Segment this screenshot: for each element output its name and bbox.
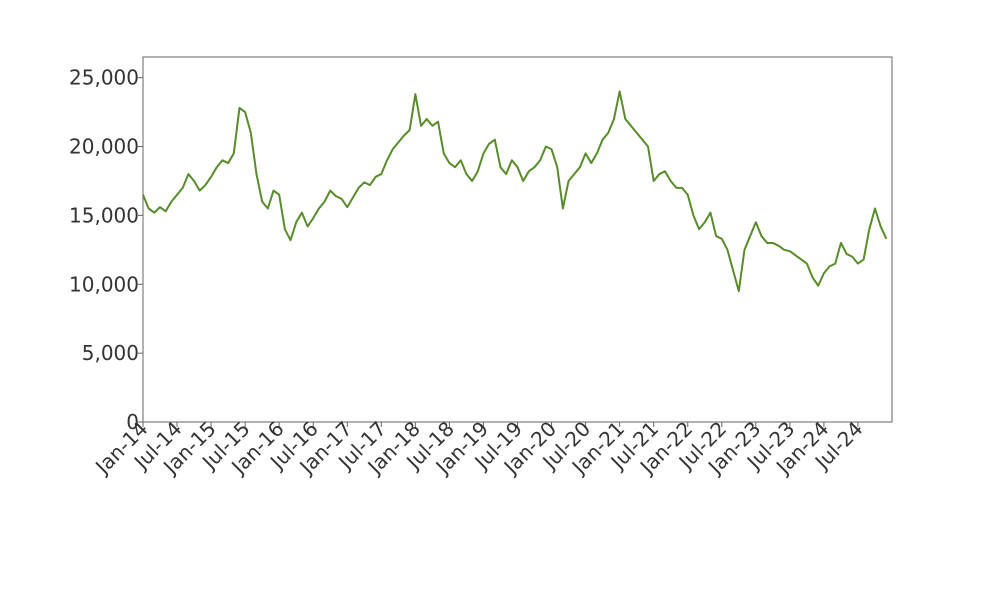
data-line (142, 90, 888, 293)
y-tick-label: 0 (126, 410, 139, 434)
y-tick-label: 25,000 (69, 66, 139, 90)
plot-frame (142, 56, 893, 423)
y-tick-label: 10,000 (69, 272, 139, 296)
y-tick-label: 5,000 (82, 341, 139, 365)
y-tick-label: 15,000 (69, 203, 139, 227)
y-tick-label: 20,000 (69, 135, 139, 159)
